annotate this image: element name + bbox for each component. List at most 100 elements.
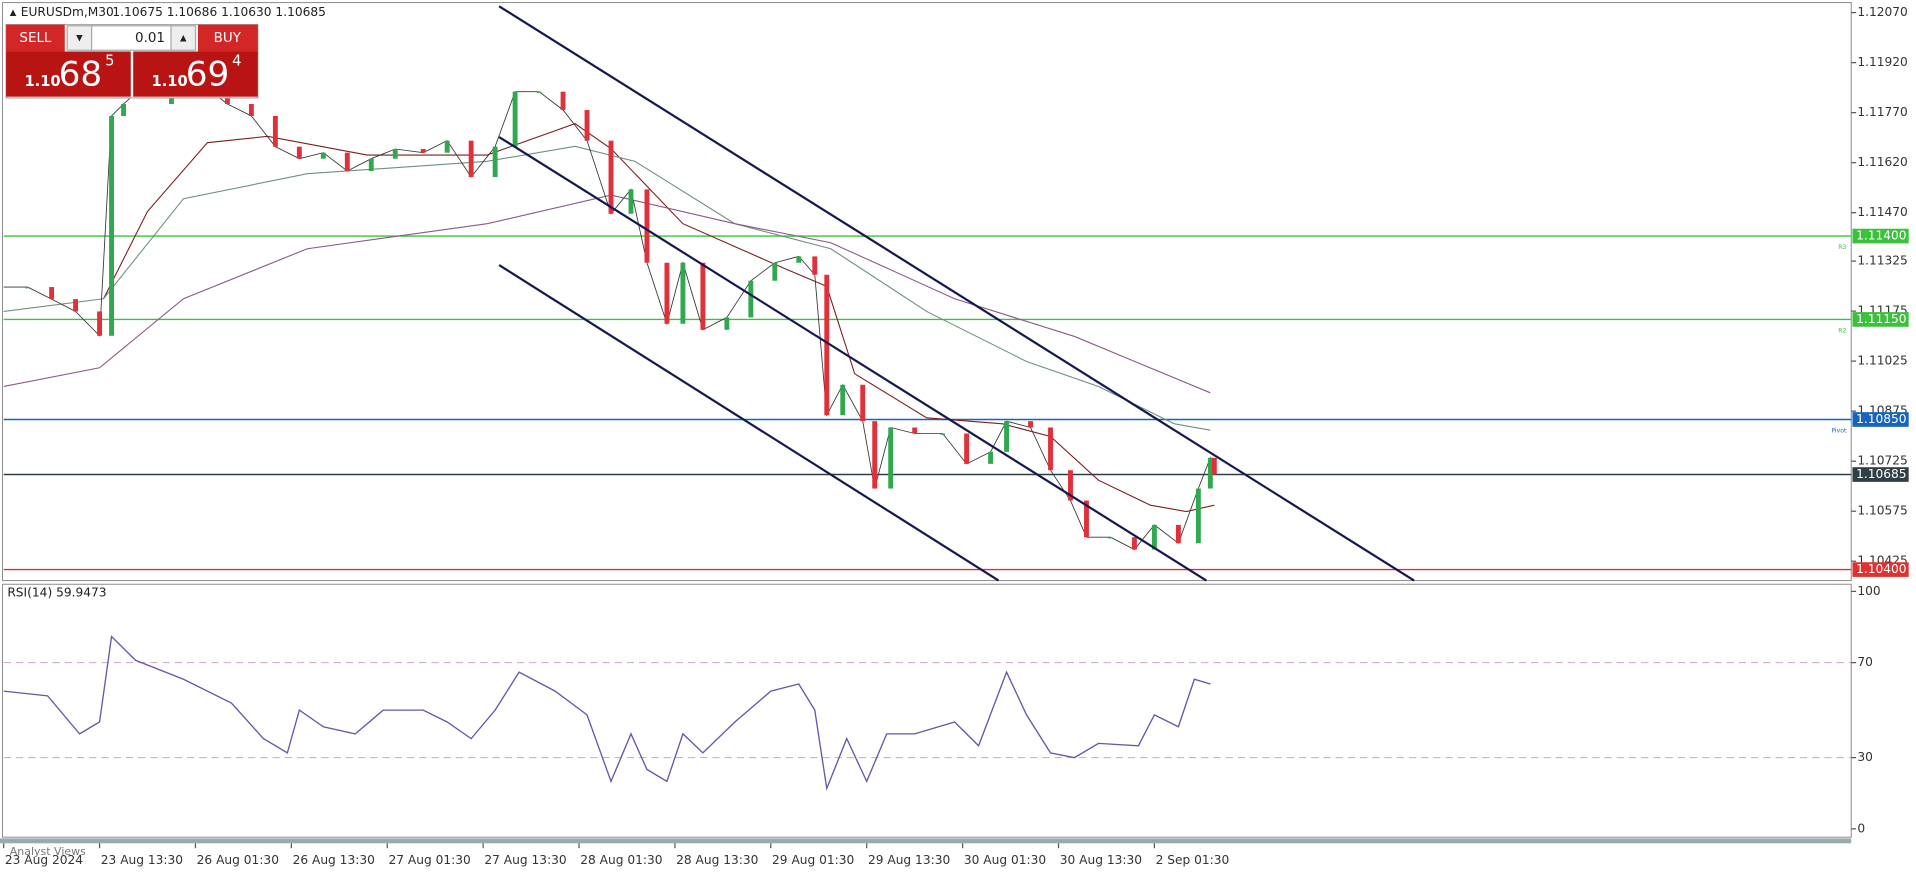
level-tag: R3 (1838, 244, 1846, 251)
y-tick-label: 1.10575 (1857, 504, 1907, 518)
candle (748, 280, 754, 318)
candle (988, 451, 994, 464)
candle (1004, 421, 1010, 452)
lot-value[interactable]: 0.01 (135, 31, 165, 46)
level-label: 1.11150 (1856, 312, 1906, 326)
y-tick-label: 1.11620 (1857, 155, 1907, 169)
candle (1084, 500, 1089, 538)
candle (680, 262, 686, 324)
candle (560, 91, 566, 110)
x-tick-label: 26 Aug 01:30 (197, 853, 279, 867)
y-tick-label: 70 (1857, 655, 1873, 669)
x-tick-label: 30 Aug 01:30 (964, 853, 1046, 867)
y-tick-label: 1.11025 (1857, 354, 1907, 368)
candle (248, 103, 254, 116)
candle (940, 433, 946, 435)
lot-input[interactable] (91, 25, 172, 51)
y-tick-label: 1.12070 (1857, 5, 1907, 19)
trade-panel: SELL ▼ 0.01 ▲ BUY 1.10 68 5 1.10 69 4 (5, 23, 259, 99)
candle (49, 287, 55, 300)
level-label: 1.10850 (1856, 412, 1906, 426)
candle (512, 91, 518, 147)
x-tick-label: 30 Aug 13:30 (1060, 853, 1142, 867)
candle (272, 115, 278, 147)
candle (888, 427, 894, 489)
main-pane (1, 2, 1852, 582)
symbol: EURUSDm,M30 (21, 5, 114, 19)
candle (812, 256, 818, 275)
bid-box[interactable] (6, 51, 131, 97)
candle (700, 262, 706, 330)
level-label-box (1852, 562, 1909, 577)
candle (320, 152, 326, 159)
bid-sup[interactable]: 5 (105, 52, 114, 69)
candle (584, 109, 590, 141)
candle (608, 140, 614, 214)
candle (840, 384, 846, 416)
candle (420, 149, 426, 153)
buy-label[interactable]: BUY (214, 31, 242, 46)
candle (912, 427, 918, 434)
x-tick-label: 29 Aug 13:30 (868, 853, 950, 867)
y-tick-label: 1.11325 (1857, 254, 1907, 268)
level-tag: Pivot (1831, 427, 1847, 434)
candle (824, 274, 830, 416)
candle (1151, 524, 1157, 550)
y-tick-label: 100 (1857, 584, 1880, 598)
plot: 23 Aug 2024 23 Aug 13:30 26 Aug 01:30 26 Au… (3, 5, 1909, 867)
x-tick-label: 27 Aug 13:30 (484, 853, 566, 867)
moving-average (3, 145, 1211, 431)
candle (1108, 537, 1113, 539)
candle (1028, 421, 1033, 428)
lot-up-icon[interactable]: ▲ (180, 34, 187, 44)
lot-down-icon[interactable]: ▼ (76, 34, 83, 44)
candle (1068, 470, 1073, 501)
ask-main[interactable]: 69 (186, 54, 230, 94)
candle (644, 189, 650, 263)
candle (97, 311, 103, 336)
rsi-line (3, 635, 1211, 792)
buy-button[interactable] (197, 24, 258, 52)
candle (109, 115, 114, 336)
level-label: 1.10685 (1856, 467, 1906, 481)
level-label-box (1852, 312, 1909, 327)
x-tick-label: 27 Aug 01:30 (388, 853, 470, 867)
x-tick-label: 23 Aug 2024 (5, 853, 83, 867)
candle (492, 146, 498, 178)
candle (664, 262, 670, 324)
sell-label[interactable]: SELL (19, 31, 52, 46)
bid-main[interactable]: 68 (59, 54, 103, 94)
candle (724, 317, 730, 330)
level-label: 1.10400 (1856, 562, 1906, 576)
candle (444, 140, 450, 153)
ask-box[interactable] (133, 51, 258, 97)
bid-prefix[interactable]: 1.10 (24, 73, 60, 90)
candle (1207, 457, 1213, 489)
candle (964, 433, 970, 464)
candle (860, 384, 866, 422)
candle (25, 287, 31, 289)
x-tick-label: 2 Sep 01:30 (1156, 853, 1230, 867)
pane-separator (0, 838, 1852, 844)
x-tick-label: 26 Aug 13:30 (293, 853, 375, 867)
level-label-box (1852, 412, 1909, 427)
x-tick-label: 28 Aug 01:30 (580, 853, 662, 867)
candle (536, 91, 542, 93)
sell-button[interactable] (6, 24, 65, 52)
lot-up[interactable] (170, 25, 197, 51)
x-tick-label: 29 Aug 01:30 (772, 853, 854, 867)
level-tag: R2 (1838, 327, 1846, 334)
candle (628, 189, 634, 214)
candle (344, 152, 350, 172)
candle (368, 158, 374, 172)
lot-down[interactable] (66, 25, 93, 51)
rsi-pane (1, 583, 1852, 838)
rsi-title: RSI(14) 59.9473 (7, 585, 106, 599)
y-tick-label: 1.11920 (1857, 55, 1907, 69)
ask-prefix[interactable]: 1.10 (152, 73, 188, 90)
ask-sup[interactable]: 4 (232, 52, 241, 69)
candle (772, 262, 778, 281)
